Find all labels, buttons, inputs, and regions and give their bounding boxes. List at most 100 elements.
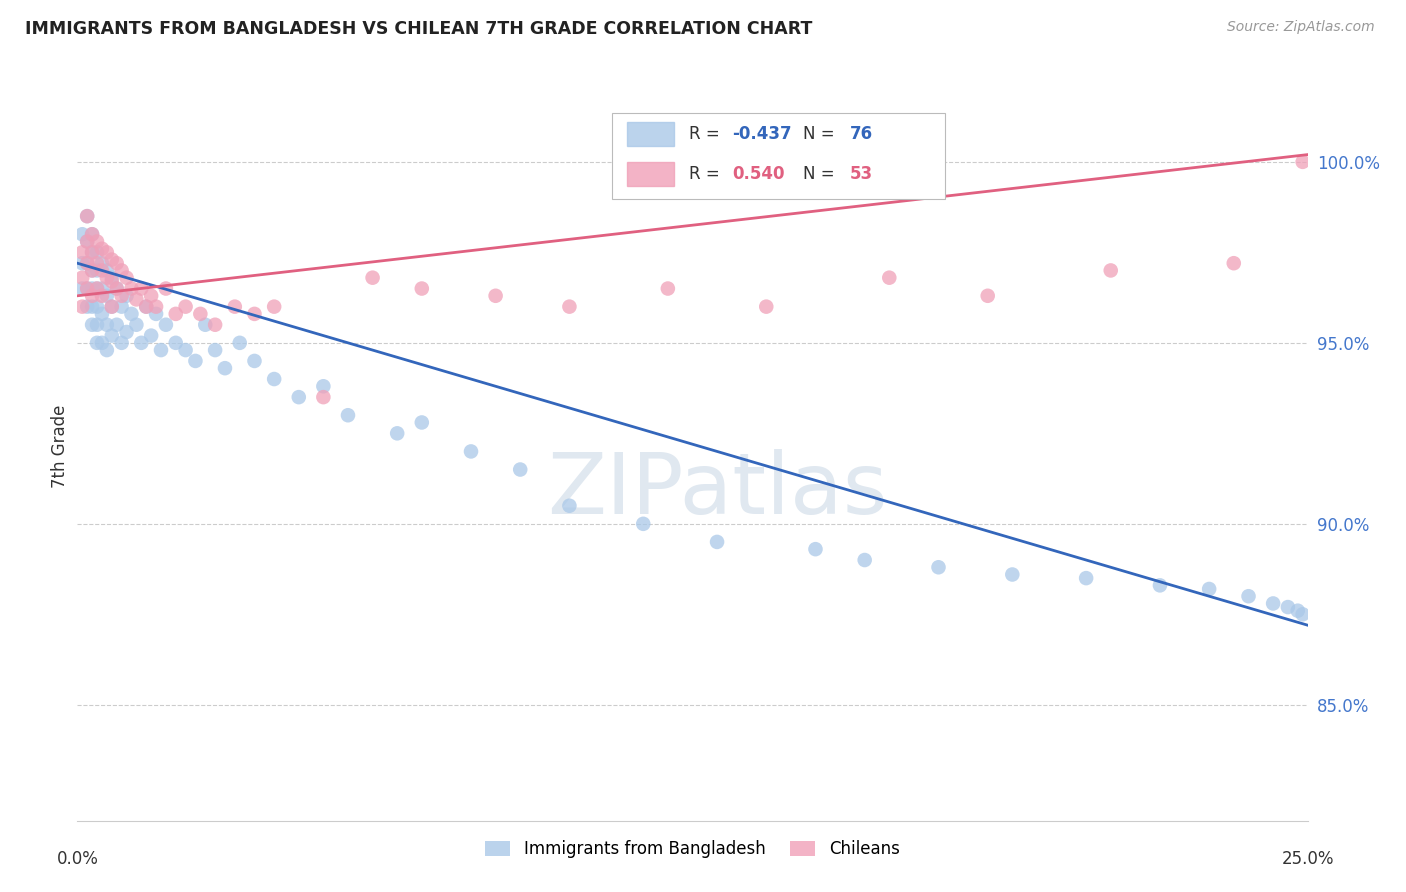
Point xyxy=(101,252,124,267)
Point xyxy=(121,307,143,321)
Point xyxy=(204,318,226,332)
Point xyxy=(188,307,212,321)
Point xyxy=(96,318,118,332)
FancyBboxPatch shape xyxy=(613,112,945,199)
Point xyxy=(86,318,108,332)
Point xyxy=(96,289,118,303)
Point xyxy=(129,335,153,350)
Point xyxy=(101,300,124,314)
Legend: Immigrants from Bangladesh, Chileans: Immigrants from Bangladesh, Chileans xyxy=(478,833,907,864)
Point xyxy=(86,281,108,295)
Point xyxy=(70,270,93,285)
Point xyxy=(70,245,93,260)
Point xyxy=(125,293,148,307)
Point xyxy=(115,270,138,285)
Point xyxy=(853,553,876,567)
Point xyxy=(76,281,98,295)
Point xyxy=(82,300,104,314)
Text: ZIPatlas: ZIPatlas xyxy=(547,450,887,533)
Point xyxy=(214,361,236,376)
Point xyxy=(90,242,114,256)
Point xyxy=(82,263,104,277)
Point xyxy=(145,307,167,321)
Point xyxy=(101,300,124,314)
Point xyxy=(90,256,114,270)
Point xyxy=(86,300,108,314)
Point xyxy=(96,343,118,357)
Point xyxy=(657,281,679,295)
Point xyxy=(96,263,118,277)
Text: N =: N = xyxy=(803,165,839,183)
Point xyxy=(204,343,226,357)
Point xyxy=(804,542,827,557)
Point xyxy=(155,281,177,295)
Point xyxy=(1198,582,1220,596)
Point xyxy=(105,318,128,332)
Point xyxy=(141,289,163,303)
Point xyxy=(82,281,104,295)
Point xyxy=(145,300,167,314)
Point xyxy=(86,245,108,260)
Point xyxy=(82,318,104,332)
Point xyxy=(1001,567,1024,582)
Point xyxy=(558,300,581,314)
Point xyxy=(90,263,114,277)
Text: Source: ZipAtlas.com: Source: ZipAtlas.com xyxy=(1227,20,1375,34)
Point xyxy=(105,256,128,270)
Point xyxy=(1237,589,1260,603)
Point xyxy=(90,307,114,321)
Point xyxy=(485,289,508,303)
Text: -0.437: -0.437 xyxy=(733,125,792,143)
Point xyxy=(101,274,124,288)
Point xyxy=(879,270,901,285)
Point xyxy=(101,270,124,285)
Text: N =: N = xyxy=(803,125,839,143)
Point xyxy=(460,444,482,458)
Point xyxy=(82,245,104,260)
Point xyxy=(70,281,93,295)
Point xyxy=(633,516,655,531)
Point xyxy=(243,307,266,321)
Text: 53: 53 xyxy=(851,165,873,183)
Point xyxy=(125,318,148,332)
Point xyxy=(82,289,104,303)
Text: 76: 76 xyxy=(851,125,873,143)
Point xyxy=(101,328,124,343)
Point xyxy=(165,307,187,321)
Point xyxy=(1277,600,1299,615)
Point xyxy=(558,499,581,513)
Point xyxy=(411,281,433,295)
Point xyxy=(111,300,132,314)
Text: IMMIGRANTS FROM BANGLADESH VS CHILEAN 7TH GRADE CORRELATION CHART: IMMIGRANTS FROM BANGLADESH VS CHILEAN 7T… xyxy=(25,20,813,37)
Point xyxy=(1076,571,1098,585)
Point xyxy=(228,335,252,350)
Point xyxy=(1223,256,1246,270)
Point xyxy=(174,300,197,314)
Point xyxy=(76,235,98,249)
Point xyxy=(86,263,108,277)
Point xyxy=(76,209,98,223)
Point xyxy=(174,343,197,357)
Point xyxy=(361,270,384,285)
Point xyxy=(263,300,285,314)
Point xyxy=(121,281,143,295)
Point xyxy=(76,256,98,270)
Point xyxy=(385,426,409,441)
Point xyxy=(76,300,98,314)
Point xyxy=(288,390,311,404)
Point xyxy=(129,281,153,295)
Point xyxy=(105,281,128,295)
Point xyxy=(224,300,246,314)
Point xyxy=(184,354,207,368)
Point xyxy=(82,227,104,242)
Point xyxy=(263,372,285,386)
Point xyxy=(312,390,335,404)
Point xyxy=(509,462,531,476)
Point xyxy=(76,281,98,295)
Point xyxy=(86,256,108,270)
Point xyxy=(111,263,132,277)
Text: 0.0%: 0.0% xyxy=(56,849,98,868)
Point xyxy=(70,256,93,270)
Point xyxy=(706,535,728,549)
Point xyxy=(155,318,177,332)
